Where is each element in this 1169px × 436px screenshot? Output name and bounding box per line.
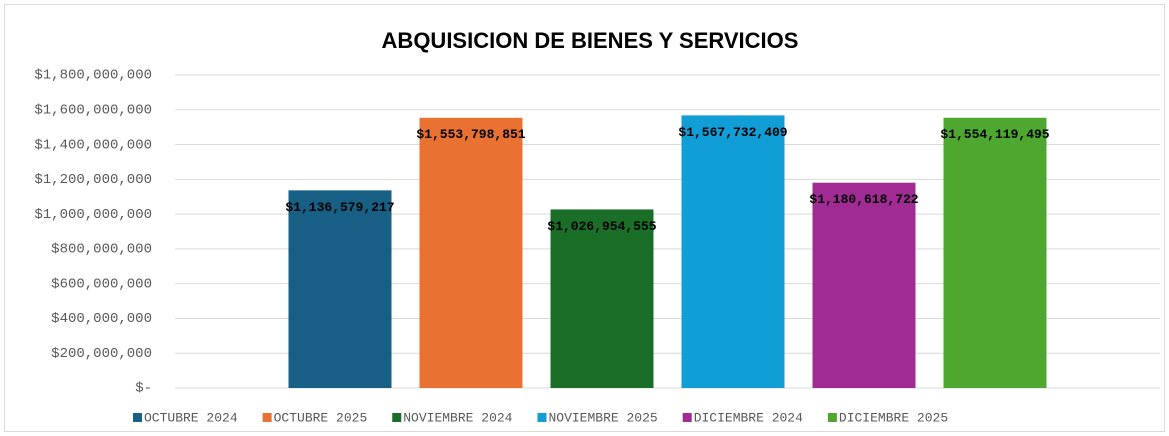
data-label: $1,553,798,851 <box>416 127 525 142</box>
bar <box>943 117 1047 388</box>
legend-marker <box>133 413 142 422</box>
y-tick-label: $1,800,000,000 <box>34 68 152 84</box>
legend-marker <box>262 413 272 422</box>
legend-label: OCTUBRE 2024 <box>144 410 238 425</box>
y-tick-label: $800,000,000 <box>51 242 152 258</box>
legend-marker <box>827 413 837 422</box>
legend-label: NOVIEMBRE 2025 <box>548 410 657 425</box>
legend-marker <box>682 413 692 422</box>
y-tick-label: $200,000,000 <box>51 346 152 362</box>
bar <box>812 182 916 388</box>
y-tick-label: $- <box>135 381 152 397</box>
legend-marker <box>537 413 547 422</box>
legend-label: OCTUBRE 2025 <box>274 410 368 425</box>
bar <box>419 117 523 388</box>
data-label: $1,026,954,555 <box>547 219 656 234</box>
legend-label: DICIEMBRE 2024 <box>694 410 803 425</box>
data-label: $1,180,618,722 <box>809 192 918 207</box>
y-tick-label: $1,000,000,000 <box>34 207 152 223</box>
bar <box>681 115 785 388</box>
data-label: $1,136,579,217 <box>285 200 394 215</box>
bar <box>550 209 654 388</box>
data-label: $1,554,119,495 <box>940 127 1049 142</box>
y-tick-label: $1,400,000,000 <box>34 137 152 153</box>
bar <box>288 190 392 388</box>
chart-title: ABQUISICION DE BIENES Y SERVICIOS <box>382 28 799 53</box>
legend-label: DICIEMBRE 2025 <box>839 410 948 425</box>
legend-label: NOVIEMBRE 2024 <box>403 410 512 425</box>
legend-marker <box>392 413 402 422</box>
y-tick-label: $400,000,000 <box>51 311 152 327</box>
y-tick-label: $1,600,000,000 <box>34 102 152 118</box>
y-tick-label: $600,000,000 <box>51 276 152 292</box>
data-label: $1,567,732,409 <box>678 125 787 140</box>
y-tick-label: $1,200,000,000 <box>34 172 152 188</box>
